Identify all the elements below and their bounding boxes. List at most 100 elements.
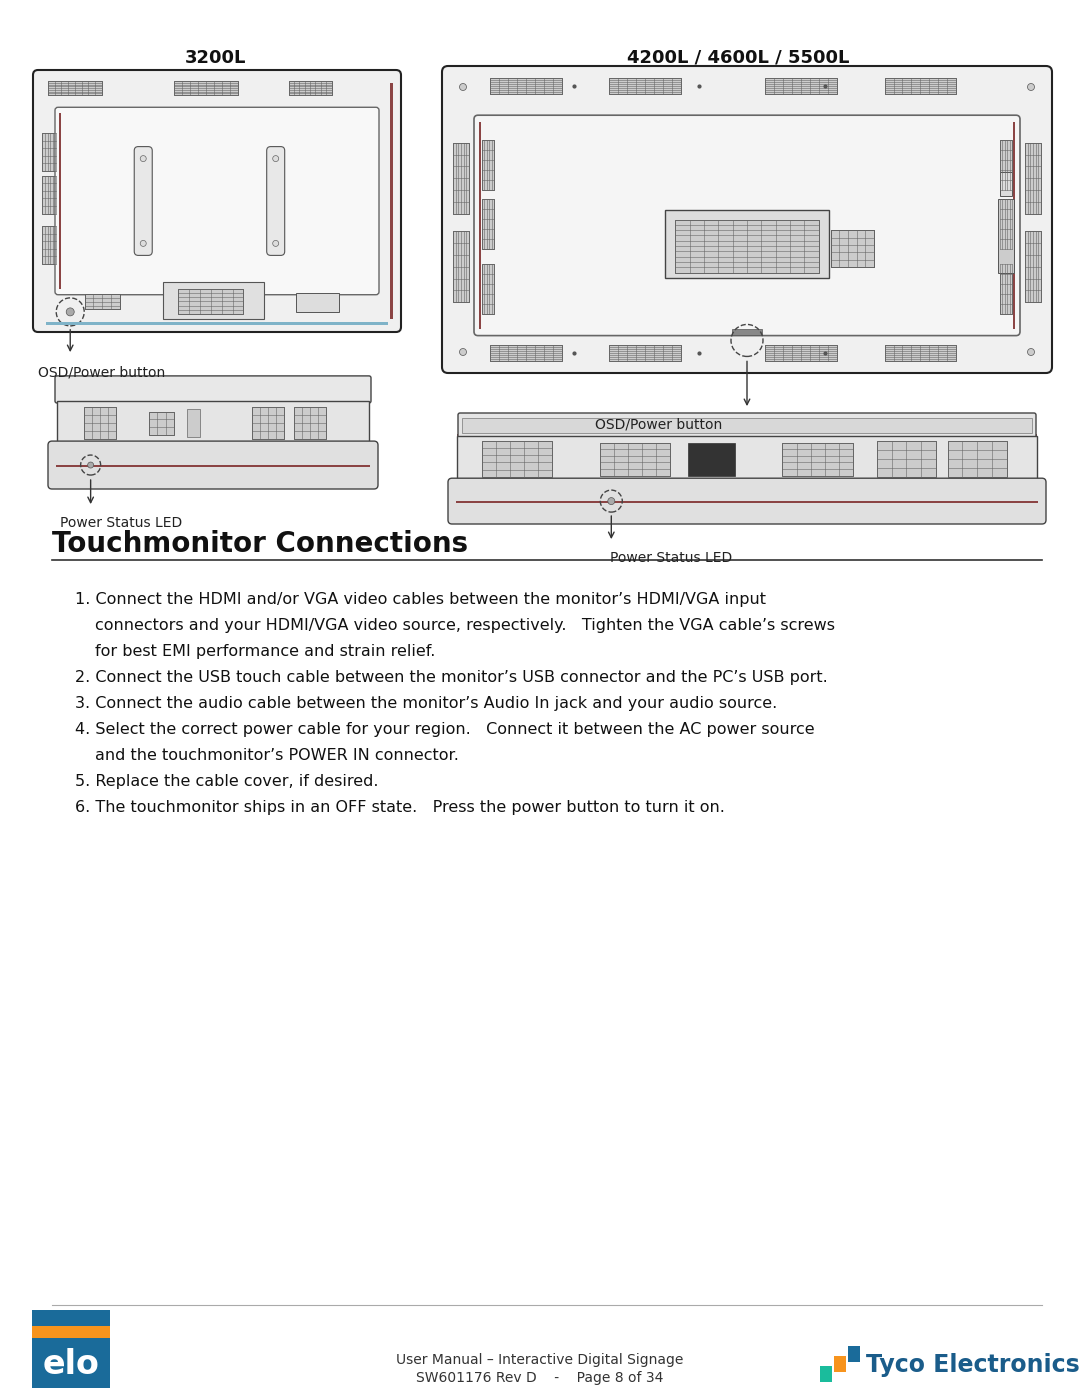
Bar (457, 436, 1037, 481)
Text: OSD/Power button: OSD/Power button (38, 365, 165, 379)
Text: elo: elo (42, 1348, 99, 1382)
Bar (457, 478, 1037, 481)
FancyBboxPatch shape (55, 376, 372, 402)
Bar (947, 441, 1007, 476)
Bar (84, 295, 120, 309)
Bar (848, 1345, 860, 1362)
Bar (665, 210, 828, 278)
Bar (482, 140, 494, 190)
FancyBboxPatch shape (442, 66, 1052, 373)
Bar (1013, 122, 1015, 328)
Circle shape (1027, 84, 1035, 91)
Bar (688, 443, 735, 476)
Bar (163, 282, 264, 320)
Bar (675, 219, 819, 272)
Text: SW601176 Rev D    -    Page 8 of 34: SW601176 Rev D - Page 8 of 34 (416, 1370, 664, 1384)
FancyBboxPatch shape (134, 147, 152, 256)
Bar (48, 81, 102, 95)
Bar (453, 232, 469, 302)
Bar (178, 289, 243, 314)
Circle shape (140, 240, 146, 246)
Bar (765, 345, 837, 360)
FancyBboxPatch shape (32, 1310, 110, 1389)
Bar (482, 198, 494, 249)
Circle shape (87, 462, 94, 468)
FancyBboxPatch shape (33, 70, 401, 332)
FancyBboxPatch shape (474, 115, 1020, 335)
Bar (885, 345, 956, 360)
Bar (252, 408, 284, 439)
Bar (732, 330, 762, 335)
FancyBboxPatch shape (48, 441, 378, 489)
Bar (174, 81, 239, 95)
Bar (1025, 232, 1041, 302)
Bar (56, 465, 370, 467)
Bar (390, 82, 393, 319)
Text: for best EMI performance and strain relief.: for best EMI performance and strain reli… (95, 644, 435, 659)
FancyBboxPatch shape (448, 478, 1047, 524)
Text: 3. Connect the audio cable between the monitor’s Audio In jack and your audio so: 3. Connect the audio cable between the m… (75, 696, 778, 711)
Bar (57, 441, 369, 443)
Bar (462, 418, 1032, 433)
Bar (490, 345, 562, 360)
Bar (84, 408, 117, 439)
Text: connectors and your HDMI/VGA video source, respectively.   Tighten the VGA cable: connectors and your HDMI/VGA video sourc… (95, 617, 835, 633)
Bar (609, 78, 681, 94)
Text: Touchmonitor Connections: Touchmonitor Connections (52, 529, 468, 557)
Text: 5. Replace the cable cover, if desired.: 5. Replace the cable cover, if desired. (75, 774, 378, 789)
Bar (453, 142, 469, 214)
FancyBboxPatch shape (55, 108, 379, 295)
Text: 1. Connect the HDMI and/or VGA video cables between the monitor’s HDMI/VGA input: 1. Connect the HDMI and/or VGA video cab… (75, 592, 766, 608)
FancyBboxPatch shape (458, 414, 1036, 439)
Text: 4200L / 4600L / 5500L: 4200L / 4600L / 5500L (626, 49, 849, 67)
Bar (84, 295, 120, 309)
Circle shape (273, 155, 279, 162)
Circle shape (459, 348, 467, 355)
Bar (765, 78, 837, 94)
Circle shape (1027, 348, 1035, 355)
Text: 4. Select the correct power cable for your region.   Connect it between the AC p: 4. Select the correct power cable for yo… (75, 722, 814, 738)
Bar (288, 81, 332, 95)
FancyBboxPatch shape (267, 147, 285, 256)
Bar (482, 441, 552, 476)
Bar (42, 133, 56, 170)
Bar (456, 502, 1038, 503)
Bar (834, 1356, 846, 1372)
Bar (46, 321, 388, 326)
Circle shape (273, 240, 279, 246)
Bar (296, 293, 339, 312)
Bar (57, 401, 369, 402)
Bar (831, 231, 874, 267)
Bar (831, 231, 874, 267)
Bar (457, 434, 1037, 436)
Bar (1025, 142, 1041, 214)
Bar (609, 345, 681, 360)
Text: 3200L: 3200L (185, 49, 245, 67)
Bar (32, 1326, 110, 1338)
Bar (782, 443, 853, 476)
Text: 6. The touchmonitor ships in an OFF state.   Press the power button to turn it o: 6. The touchmonitor ships in an OFF stat… (75, 800, 725, 814)
Circle shape (459, 84, 467, 91)
Bar (42, 176, 56, 214)
Text: and the touchmonitor’s POWER IN connector.: and the touchmonitor’s POWER IN connecto… (95, 747, 459, 763)
Bar (877, 441, 935, 476)
Bar (187, 409, 200, 437)
Bar (59, 113, 60, 289)
Text: 2. Connect the USB touch cable between the monitor’s USB connector and the PC’s : 2. Connect the USB touch cable between t… (75, 671, 827, 685)
Circle shape (140, 155, 146, 162)
Text: OSD/Power button: OSD/Power button (595, 418, 723, 432)
Text: User Manual – Interactive Digital Signage: User Manual – Interactive Digital Signag… (396, 1354, 684, 1368)
Bar (1000, 264, 1012, 314)
Text: Power Status LED: Power Status LED (610, 550, 732, 564)
Bar (57, 401, 369, 443)
Bar (294, 408, 326, 439)
Circle shape (66, 307, 75, 316)
Bar (885, 78, 956, 94)
Bar (599, 443, 671, 476)
Bar (149, 412, 174, 434)
Bar (998, 198, 1014, 272)
Bar (480, 122, 481, 328)
Text: Power Status LED: Power Status LED (60, 515, 183, 529)
Bar (1000, 172, 1012, 196)
Text: Tyco Electronics: Tyco Electronics (866, 1354, 1080, 1377)
